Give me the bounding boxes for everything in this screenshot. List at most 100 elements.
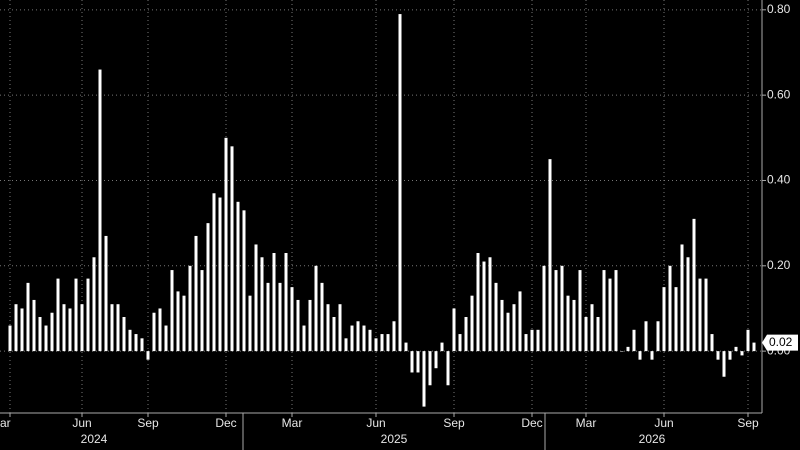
bar [38, 317, 42, 352]
bar [314, 265, 318, 352]
bar [20, 308, 24, 352]
bar [284, 253, 288, 352]
bar [692, 218, 696, 352]
x-tick-label: Jun [366, 416, 385, 430]
bar [578, 270, 582, 352]
bar [446, 351, 450, 386]
bar [674, 287, 678, 352]
bar [470, 295, 474, 352]
bar [500, 299, 504, 352]
bar [584, 317, 588, 352]
bar [110, 304, 114, 352]
bar [524, 334, 528, 352]
bar [128, 329, 132, 352]
bar [416, 351, 420, 373]
bar [140, 338, 144, 352]
bar [146, 351, 150, 360]
bar [596, 317, 600, 352]
bar [278, 282, 282, 352]
x-tick-label: Sep [443, 416, 465, 430]
bar [122, 317, 126, 352]
bar [668, 265, 672, 352]
x-tick-label: Jun [654, 416, 673, 430]
bar [302, 325, 306, 352]
bar [566, 295, 570, 352]
bar [32, 299, 36, 352]
bar [608, 278, 612, 352]
bar [698, 278, 702, 352]
bar [518, 291, 522, 352]
bar [554, 270, 558, 352]
bar [686, 257, 690, 352]
bar [512, 304, 516, 352]
bar [458, 334, 462, 352]
bar [188, 265, 192, 352]
bar [44, 325, 48, 352]
x-tick-label: Dec [215, 416, 236, 430]
bar [506, 312, 510, 352]
bar [152, 312, 156, 352]
bar [212, 193, 216, 352]
bar [338, 304, 342, 352]
bar [710, 334, 714, 352]
bar [374, 338, 378, 352]
last-value-box [762, 334, 798, 351]
bar [650, 351, 654, 360]
bar [236, 201, 240, 352]
bar [8, 325, 12, 352]
bar [182, 295, 186, 352]
bar [98, 69, 102, 352]
bar [482, 261, 486, 352]
bar [164, 325, 168, 352]
bar [26, 282, 30, 352]
bar [266, 282, 270, 352]
bar [206, 223, 210, 352]
bar [398, 14, 402, 352]
x-tick-label: ar [0, 416, 11, 430]
bar [452, 308, 456, 352]
bar [170, 270, 174, 352]
bar [350, 325, 354, 352]
bar [392, 321, 396, 352]
bar [404, 342, 408, 352]
bar [422, 351, 426, 407]
bar [536, 329, 540, 352]
year-label: 2026 [639, 432, 666, 446]
bar [530, 329, 534, 352]
bar [194, 235, 198, 352]
bar [104, 235, 108, 352]
bar [224, 137, 228, 352]
bar [56, 278, 60, 352]
y-tick-label: 0.60 [767, 87, 791, 101]
bar [308, 299, 312, 352]
bar [344, 338, 348, 352]
bar [386, 334, 390, 352]
bar [320, 282, 324, 352]
bar [68, 308, 72, 352]
bar [614, 270, 618, 352]
bar [134, 334, 138, 352]
bar [362, 325, 366, 352]
bar [704, 278, 708, 352]
bar [248, 295, 252, 352]
bar [620, 351, 624, 352]
bar [92, 257, 96, 352]
bar [752, 342, 756, 352]
bar [230, 146, 234, 352]
bar [326, 304, 330, 352]
bar [656, 321, 660, 352]
bar [722, 351, 726, 377]
bar [638, 351, 642, 360]
bar [296, 299, 300, 352]
bar [716, 351, 720, 360]
bar [488, 257, 492, 352]
bar [602, 270, 606, 352]
bar [86, 278, 90, 352]
y-tick-label: 0.80 [767, 2, 791, 16]
x-tick-label: Dec [521, 416, 542, 430]
year-label: 2024 [81, 432, 108, 446]
bar [572, 299, 576, 352]
bar [74, 278, 78, 352]
bar [476, 253, 480, 352]
x-tick-label: Mar [282, 416, 303, 430]
